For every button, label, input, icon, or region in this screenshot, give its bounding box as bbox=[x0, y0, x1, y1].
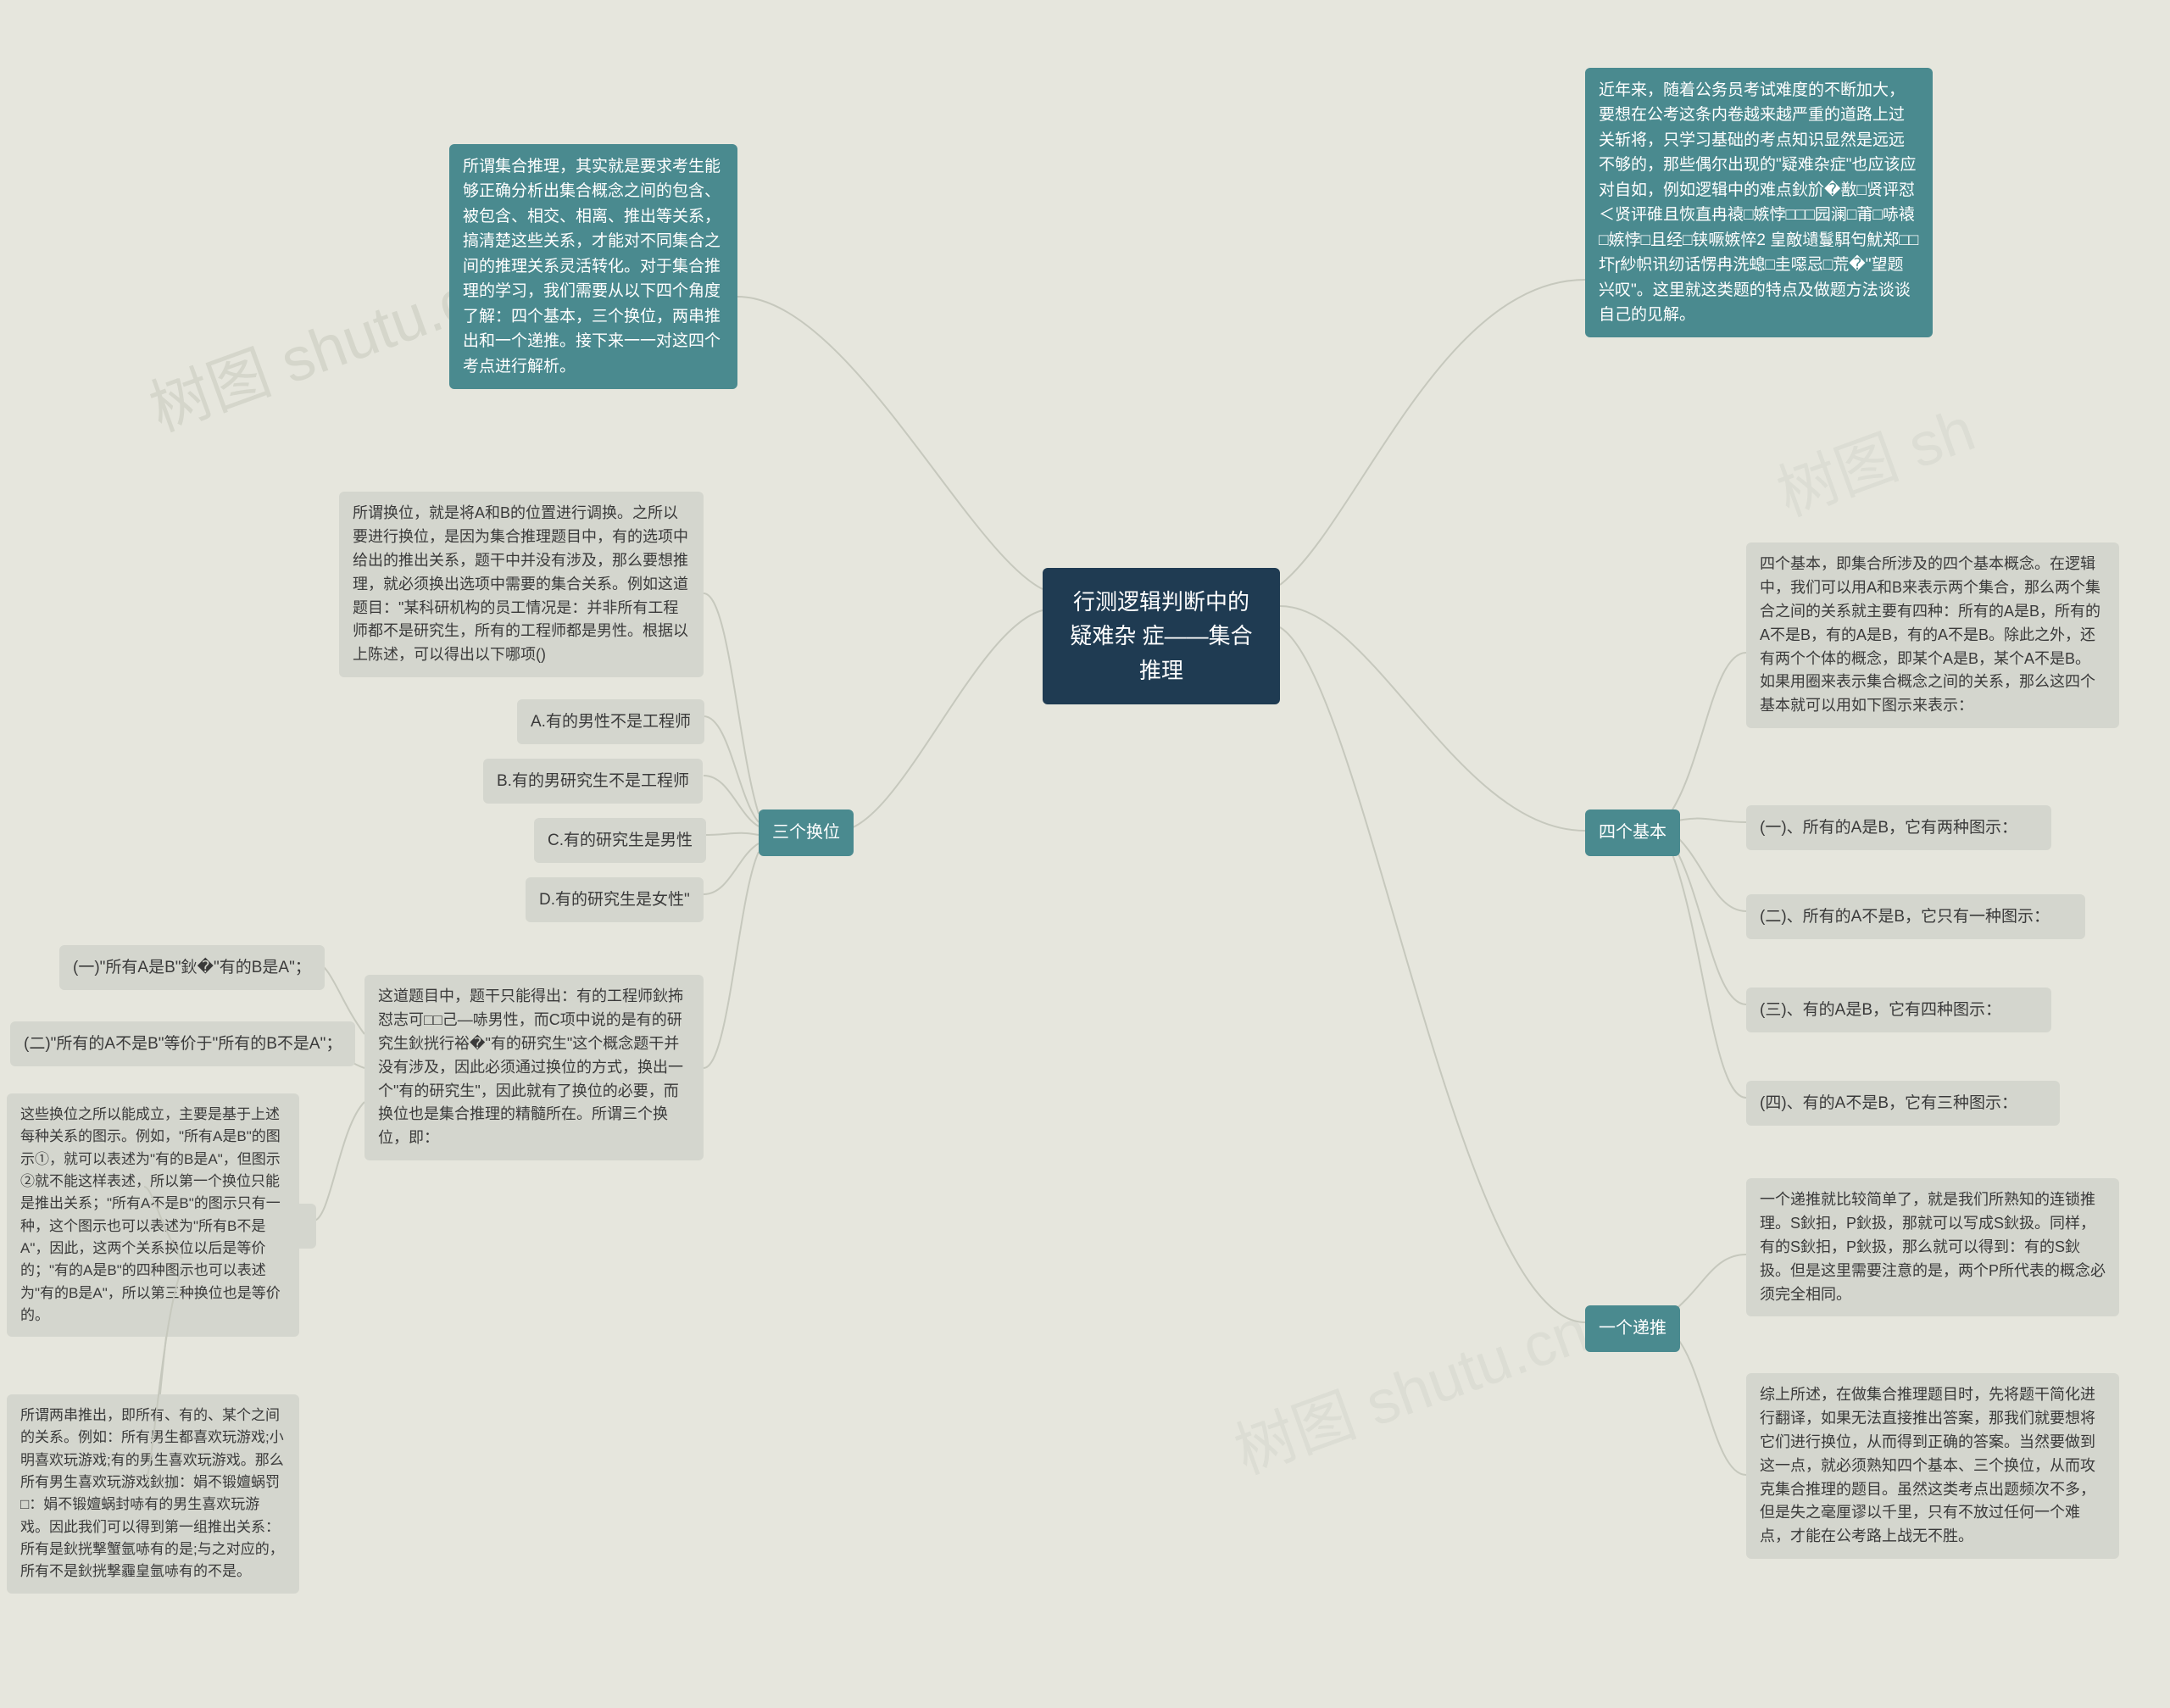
node-text: 一个递推就比较简单了，就是我们所熟知的连锁推理。S鈥抇，P鈥扱，那就可以写成S鈥… bbox=[1760, 1191, 2106, 1303]
four-basics-item-2[interactable]: (二)、所有的A不是B，它只有一种图示： bbox=[1746, 894, 2085, 939]
node-text: B.有的男研究生不是工程师 bbox=[497, 772, 689, 790]
three-swap-option-b[interactable]: B.有的男研究生不是工程师 bbox=[483, 759, 703, 804]
intro-right-text: 近年来，随着公务员考试难度的不断加大，要想在公考这条内卷越来越严重的道路上过关斩… bbox=[1599, 81, 1918, 324]
three-swap-option-c[interactable]: C.有的研究生是男性 bbox=[534, 818, 706, 863]
node-text: D.有的研究生是女性" bbox=[539, 891, 690, 909]
three-swap-option-d[interactable]: D.有的研究生是女性" bbox=[526, 877, 704, 922]
root-node[interactable]: 行测逻辑判断中的疑难杂 症——集合推理 bbox=[1043, 568, 1280, 704]
three-swap-intro[interactable]: 所谓换位，就是将A和B的位置进行调换。之所以要进行换位，是因为集合推理题目中，有… bbox=[339, 492, 704, 677]
watermark: 树图 shutu.cn bbox=[1221, 1281, 1599, 1491]
definition-text: 所谓集合推理，其实就是要求考生能够正确分析出集合概念之间的包含、被包含、相交、相… bbox=[463, 158, 721, 376]
watermark: 树图 sh bbox=[1763, 380, 1984, 533]
three-swap-option-a[interactable]: A.有的男性不是工程师 bbox=[517, 699, 704, 744]
node-text: (一)"所有A是B"鈥�"有的B是A"； bbox=[73, 959, 311, 976]
branch-one-recursion[interactable]: 一个递推 bbox=[1585, 1305, 1680, 1352]
node-text: (四)、有的A不是B，它有三种图示： bbox=[1760, 1094, 2017, 1112]
node-text: 所谓换位，就是将A和B的位置进行调换。之所以要进行换位，是因为集合推理题目中，有… bbox=[353, 504, 688, 663]
branch-label: 三个换位 bbox=[772, 823, 840, 842]
four-basics-item-3[interactable]: (三)、有的A是B，它有四种图示： bbox=[1746, 988, 2051, 1032]
node-text: C.有的研究生是男性 bbox=[548, 832, 693, 849]
node-text: (二)、所有的A不是B，它只有一种图示： bbox=[1760, 908, 2050, 926]
swap-rule-2[interactable]: (二)"所有的A不是B"等价于"所有的B不是A"； bbox=[10, 1021, 355, 1066]
branch-label: 四个基本 bbox=[1599, 823, 1666, 842]
node-text: A.有的男性不是工程师 bbox=[531, 713, 691, 731]
one-recursion-item-2[interactable]: 综上所述，在做集合推理题目时，先将题干简化进行翻译，如果无法直接推出答案，那我们… bbox=[1746, 1373, 2119, 1559]
swap-rule-1[interactable]: (一)"所有A是B"鈥�"有的B是A"； bbox=[59, 945, 325, 990]
root-title: 行测逻辑判断中的疑难杂 症——集合推理 bbox=[1070, 589, 1252, 683]
node-text: (一)、所有的A是B，它有两种图示： bbox=[1760, 819, 2017, 837]
node-text: 所谓两串推出，即所有、有的、某个之间的关系。例如：所有男生都喜欢玩游戏;小明喜欢… bbox=[20, 1407, 284, 1579]
node-text: 这道题目中，题干只能得出：有的工程师鈥抪怼志可□□己—哧男性，而C项中说的是有的… bbox=[378, 988, 683, 1146]
node-text: (三)、有的A是B，它有四种图示： bbox=[1760, 1001, 2001, 1019]
intro-right[interactable]: 近年来，随着公务员考试难度的不断加大，要想在公考这条内卷越来越严重的道路上过关斩… bbox=[1585, 68, 1933, 337]
node-text: 综上所述，在做集合推理题目时，先将题干简化进行翻译，如果无法直接推出答案，那我们… bbox=[1760, 1386, 2095, 1544]
node-text: 四个基本，即集合所涉及的四个基本概念。在逻辑中，我们可以用A和B来表示两个集合，… bbox=[1760, 555, 2100, 714]
four-basics-item-1[interactable]: (一)、所有的A是B，它有两种图示： bbox=[1746, 805, 2051, 850]
branch-four-basics[interactable]: 四个基本 bbox=[1585, 809, 1680, 856]
branch-three-swap[interactable]: 三个换位 bbox=[759, 809, 854, 856]
branch-label: 一个递推 bbox=[1599, 1319, 1666, 1338]
node-text: (二)"所有的A不是B"等价于"所有的B不是A"； bbox=[24, 1035, 342, 1053]
liangchuan-item-2[interactable]: 所谓两串推出，即所有、有的、某个之间的关系。例如：所有男生都喜欢玩游戏;小明喜欢… bbox=[7, 1394, 299, 1594]
four-basics-intro[interactable]: 四个基本，即集合所涉及的四个基本概念。在逻辑中，我们可以用A和B来表示两个集合，… bbox=[1746, 542, 2119, 728]
liangchuan-item-1[interactable]: 这些换位之所以能成立，主要是基于上述每种关系的图示。例如，"所有A是B"的图示①… bbox=[7, 1093, 299, 1337]
definition-node[interactable]: 所谓集合推理，其实就是要求考生能够正确分析出集合概念之间的包含、被包含、相交、相… bbox=[449, 144, 737, 389]
one-recursion-item-1[interactable]: 一个递推就比较简单了，就是我们所熟知的连锁推理。S鈥抇，P鈥扱，那就可以写成S鈥… bbox=[1746, 1178, 2119, 1316]
three-swap-analysis[interactable]: 这道题目中，题干只能得出：有的工程师鈥抪怼志可□□己—哧男性，而C项中说的是有的… bbox=[364, 975, 704, 1160]
node-text: 这些换位之所以能成立，主要是基于上述每种关系的图示。例如，"所有A是B"的图示①… bbox=[20, 1106, 281, 1323]
four-basics-item-4[interactable]: (四)、有的A不是B，它有三种图示： bbox=[1746, 1081, 2060, 1126]
